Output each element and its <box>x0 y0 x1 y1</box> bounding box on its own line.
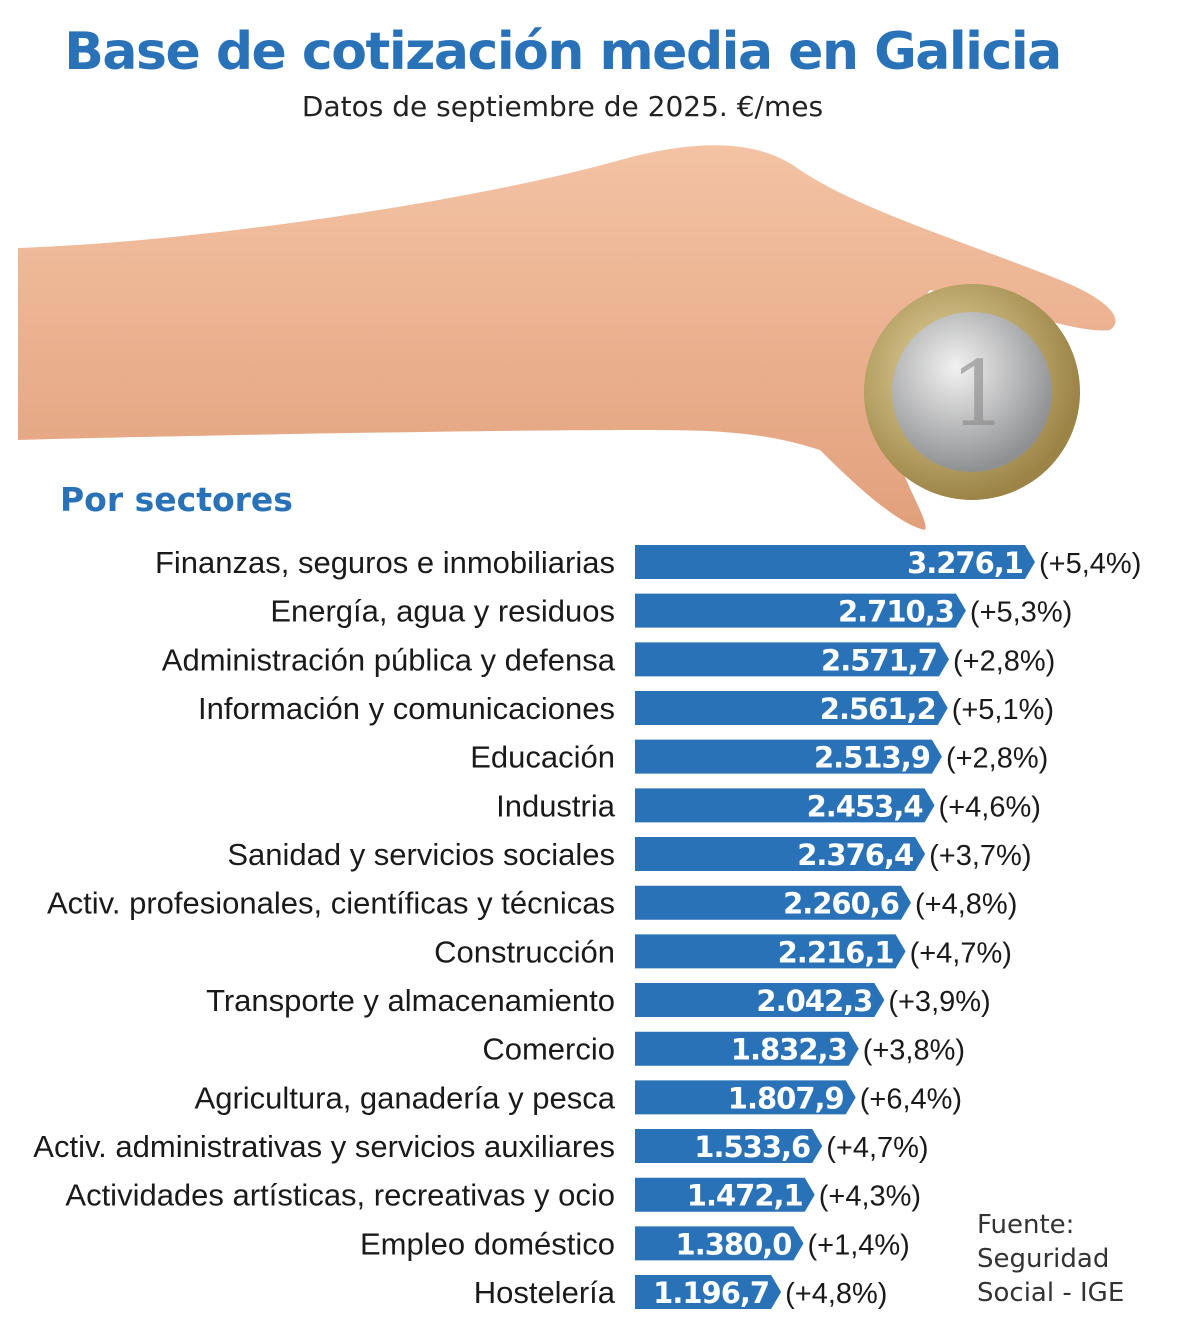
bar <box>635 739 942 774</box>
category-label: Activ. administrativas y servicios auxil… <box>33 1129 615 1164</box>
chart-subtitle: Datos de septiembre de 2025. €/mes <box>301 90 824 123</box>
change-label: (+1,4%) <box>807 1229 909 1261</box>
category-label: Administración pública y defensa <box>162 642 616 677</box>
bar <box>635 983 885 1018</box>
category-label: Energía, agua y residuos <box>270 594 615 629</box>
value-label: 2.453,4 <box>807 789 923 823</box>
change-label: (+3,8%) <box>863 1035 965 1067</box>
category-label: Agricultura, ganadería y pesca <box>195 1080 616 1115</box>
svg-text:1: 1 <box>950 342 1007 447</box>
value-label: 1.196,7 <box>653 1276 769 1310</box>
bar-row: Información y comunicaciones 2.561,2 (+5,1… <box>198 691 1054 726</box>
category-label: Transporte y almacenamiento <box>206 983 615 1018</box>
arm <box>18 145 1116 530</box>
change-label: (+2,8%) <box>953 645 1055 677</box>
bar <box>635 1080 856 1115</box>
bar-row: Industria 2.453,4 (+4,6%) <box>496 788 1041 823</box>
category-label: Construcción <box>434 934 615 969</box>
change-label: (+4,7%) <box>826 1132 928 1164</box>
value-label: 1.472,1 <box>687 1179 803 1213</box>
bar <box>635 1226 804 1261</box>
value-label: 2.571,7 <box>821 643 937 677</box>
change-label: (+3,9%) <box>888 986 990 1018</box>
bar-row: Comercio 1.832,3 (+3,8%) <box>482 1031 965 1067</box>
bar-row: Empleo doméstico 1.380,0 (+1,4%) <box>360 1226 910 1261</box>
change-label: (+5,3%) <box>970 597 1072 629</box>
source-line: Seguridad <box>977 1244 1110 1274</box>
value-label: 2.561,2 <box>820 692 936 726</box>
change-label: (+4,8%) <box>785 1278 887 1310</box>
bar-row: Administración pública y defensa 2.571,7 (… <box>162 642 1055 677</box>
bar <box>635 691 948 726</box>
bar-row: Activ. administrativas y servicios auxil… <box>33 1129 929 1164</box>
value-label: 2.216,1 <box>778 935 894 969</box>
bar <box>635 934 906 969</box>
source-line: Fuente: <box>977 1210 1075 1240</box>
value-label: 2.260,6 <box>783 887 899 921</box>
bar-row: Sanidad y servicios sociales 2.376,4 (+3,7… <box>227 837 1032 872</box>
bar <box>635 1275 782 1310</box>
bar-row: Finanzas, seguros e inmobiliarias 3.276,1… <box>155 545 1141 580</box>
change-label: (+4,7%) <box>910 937 1012 969</box>
hand-holding-coin-illustration: 1 <box>18 145 1116 530</box>
bar <box>635 885 912 920</box>
value-label: 1.533,6 <box>694 1130 810 1164</box>
category-label: Finanzas, seguros e inmobiliarias <box>155 545 615 580</box>
category-label: Comercio <box>482 1032 615 1067</box>
bar-row: Actividades artísticas, recreativas y oc… <box>65 1177 921 1213</box>
category-label: Empleo doméstico <box>360 1226 615 1261</box>
bar <box>635 1129 823 1164</box>
category-label: Información y comunicaciones <box>198 691 615 726</box>
change-label: (+5,1%) <box>952 694 1054 726</box>
change-label: (+6,4%) <box>860 1083 962 1115</box>
value-label: 3.276,1 <box>907 546 1023 580</box>
value-label: 1.807,9 <box>728 1081 844 1115</box>
value-label: 2.042,3 <box>756 984 872 1018</box>
bar-row: Activ. profesionales, científicas y técn… <box>47 885 1017 921</box>
bar <box>635 593 966 628</box>
bar-row: Transporte y almacenamiento 2.042,3 (+3,9%… <box>206 983 991 1018</box>
bar-row: Educación 2.513,9 (+2,8%) <box>470 739 1048 775</box>
change-label: (+5,4%) <box>1039 548 1141 580</box>
bar <box>635 837 926 872</box>
change-label: (+3,7%) <box>929 840 1031 872</box>
section-label: Por sectores <box>60 480 293 519</box>
category-label: Actividades artísticas, recreativas y oc… <box>65 1178 615 1213</box>
bar <box>635 1031 859 1066</box>
change-label: (+4,6%) <box>939 791 1041 823</box>
category-label: Educación <box>470 740 615 775</box>
category-label: Activ. profesionales, científicas y técn… <box>47 886 615 921</box>
change-label: (+4,8%) <box>915 889 1017 921</box>
source-line: Social - IGE <box>977 1278 1125 1308</box>
bar <box>635 1177 815 1212</box>
bar-row: Construcción 2.216,1 (+4,7%) <box>434 934 1012 969</box>
bar <box>635 545 1035 579</box>
bar-row: Agricultura, ganadería y pesca 1.807,9 (+6… <box>195 1080 962 1115</box>
bar <box>635 642 949 677</box>
value-label: 1.832,3 <box>731 1033 847 1067</box>
chart-title: Base de cotización media en Galicia <box>64 22 1062 82</box>
bar-row: Energía, agua y residuos 2.710,3 (+5,3%) <box>270 593 1072 629</box>
value-label: 1.380,0 <box>676 1227 792 1261</box>
euro-coin-center <box>892 312 1052 472</box>
change-label: (+4,3%) <box>819 1181 921 1213</box>
source-note: Fuente: Seguridad Social - IGE <box>977 1208 1124 1310</box>
category-label: Industria <box>496 788 616 823</box>
category-label: Hostelería <box>474 1275 616 1310</box>
value-label: 2.710,3 <box>838 595 954 629</box>
bar-row: Hostelería 1.196,7 (+4,8%) <box>474 1275 887 1310</box>
value-label: 2.376,4 <box>797 838 913 872</box>
bar <box>635 788 935 823</box>
category-label: Sanidad y servicios sociales <box>227 837 615 872</box>
value-label: 2.513,9 <box>814 741 930 775</box>
change-label: (+2,8%) <box>946 743 1048 775</box>
